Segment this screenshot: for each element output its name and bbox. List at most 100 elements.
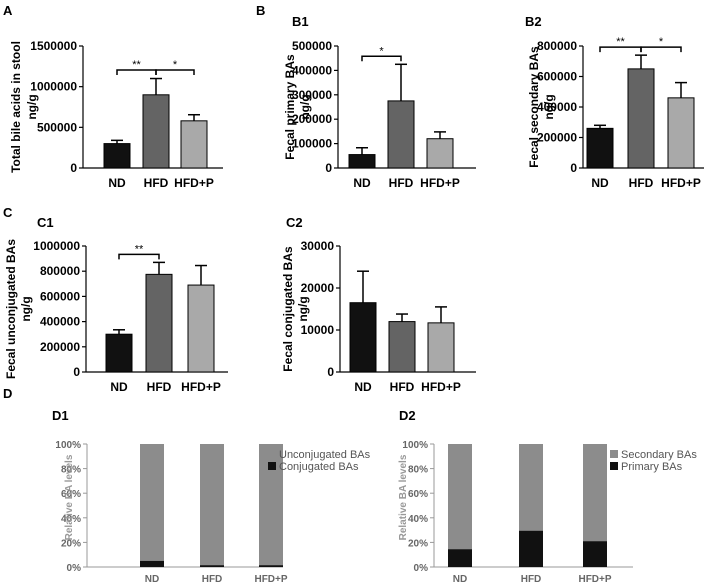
y-tick-label: 500000 [37,120,77,134]
y-tick-label: 30000 [301,239,335,253]
stack-segment-primary-bas [448,549,472,567]
x-category-label: HFD+P [578,574,611,585]
y-tick-label: 500000 [292,39,332,53]
y-tick-label: 20% [408,538,428,549]
x-category-label: HFD+P [421,380,461,394]
x-category-label: HFD [202,574,223,585]
y-axis-label-line: Fecal unconjugated BAs [4,239,18,379]
significance-label: ** [132,59,141,71]
stack-segment-secondary-bas [448,444,472,550]
y-tick-label: 40% [61,514,81,525]
significance-bracket [361,55,402,62]
y-tick-label: 1500000 [30,39,77,53]
y-axis-label: Relative BA levels [398,454,409,540]
y-tick-label: 80% [408,465,428,476]
stack-segment-secondary-bas [583,444,607,542]
chart-d1: D1 0% 20% 40% 60% 80% 100% Relative BA levels ND… [52,408,371,585]
x-category-label: HFD+P [420,176,460,190]
y-axis-label: Fecal conjugated BAsng/g [281,246,310,372]
bar-hfdpp [187,284,215,373]
y-tick-label: 100% [402,440,428,451]
chart-c1: C102000004000006000008000001000000Fecal … [4,215,228,394]
chart-d2: D2 0% 20% 40% 60% 80% 100% Relative BA levels ND… [398,408,697,585]
y-tick-label: 100% [55,440,81,451]
bar-hfd [142,94,170,169]
significance-bracket [640,46,682,53]
y-tick-label: 0% [67,563,82,574]
y-tick-label: 10000 [301,323,335,337]
y-tick-label: 300000 [292,88,332,102]
bar-hfd [388,321,416,373]
significance-label: ** [616,36,625,48]
x-category-label: ND [145,574,159,585]
stack-segment-conjugated-bas [200,565,224,567]
y-tick-label: 80% [61,465,81,476]
y-tick-label: 600000 [537,70,577,84]
stack-segment-secondary-bas [519,444,543,531]
stack-segment-conjugated-bas [140,560,164,567]
y-axis-label-line: Fecal primary BAs [283,54,297,160]
panel-letter-c: C [3,205,13,220]
y-axis-label-line: ng/g [25,94,39,119]
y-tick-label: 800000 [537,39,577,53]
x-category-label: HFD [389,176,414,190]
y-tick-label: 200000 [40,340,80,354]
y-tick-label: 60% [61,489,81,500]
x-category-label: HFD [147,380,172,394]
y-axis-label-line: Fecal secondary BAs [527,46,541,168]
bar-nd [586,127,614,169]
significance-bracket [155,69,195,75]
significance-label: ** [135,243,144,255]
bar-nd [349,302,377,373]
legend-label: Primary BAs [621,461,683,473]
bar-hfdpp [427,322,455,373]
legend-swatch [268,450,276,458]
bar-hfdpp [426,138,454,169]
panel-letter-a: A [3,3,13,18]
y-tick-label: 800000 [40,264,80,278]
x-category-label: HFD [521,574,542,585]
y-axis-label-line: Total bile acids in stool [9,41,23,173]
y-axis-label: Fecal unconjugated BAsng/g [4,239,33,379]
stack-segment-conjugated-bas [259,565,283,567]
x-category-label: HFD+P [174,176,214,190]
bar-hfdpp [667,97,695,169]
x-category-label: ND [591,176,609,190]
bar-hfd [145,273,173,373]
stack-segment-unconjugated-bas [140,444,164,561]
y-axis-label-line: Fecal conjugated BAs [281,246,295,372]
bar-hfdpp [180,120,208,169]
y-tick-label: 200000 [537,131,577,145]
y-axis-label: Total bile acids in stool ng/g [9,41,39,173]
sub-label-d1: D1 [52,408,69,423]
stack-segment-primary-bas [519,530,543,567]
legend-swatch [610,450,618,458]
y-tick-label: 400000 [292,63,332,77]
y-axis-label: Relative BA levels [64,454,75,540]
stack-segment-primary-bas [583,541,607,567]
sub-label-b1: B1 [292,14,309,29]
significance-bracket [118,253,160,260]
sub-label-c2: C2 [286,215,303,230]
significance-label: * [379,45,384,57]
x-category-label: HFD [144,176,169,190]
y-tick-label: 1000000 [33,239,80,253]
y-tick-label: 0 [73,365,80,379]
significance-label: * [659,36,664,48]
y-tick-label: 400000 [537,100,577,114]
bar-hfd [627,68,655,169]
y-tick-label: 20% [61,538,81,549]
sub-label-d2: D2 [399,408,416,423]
x-category-label: ND [353,176,371,190]
y-axis-label-line: ng/g [298,94,312,119]
y-tick-label: 600000 [40,289,80,303]
y-tick-label: 0 [570,161,577,175]
bar-nd [105,333,133,373]
bar-nd [103,143,131,169]
y-tick-label: 0 [70,161,77,175]
